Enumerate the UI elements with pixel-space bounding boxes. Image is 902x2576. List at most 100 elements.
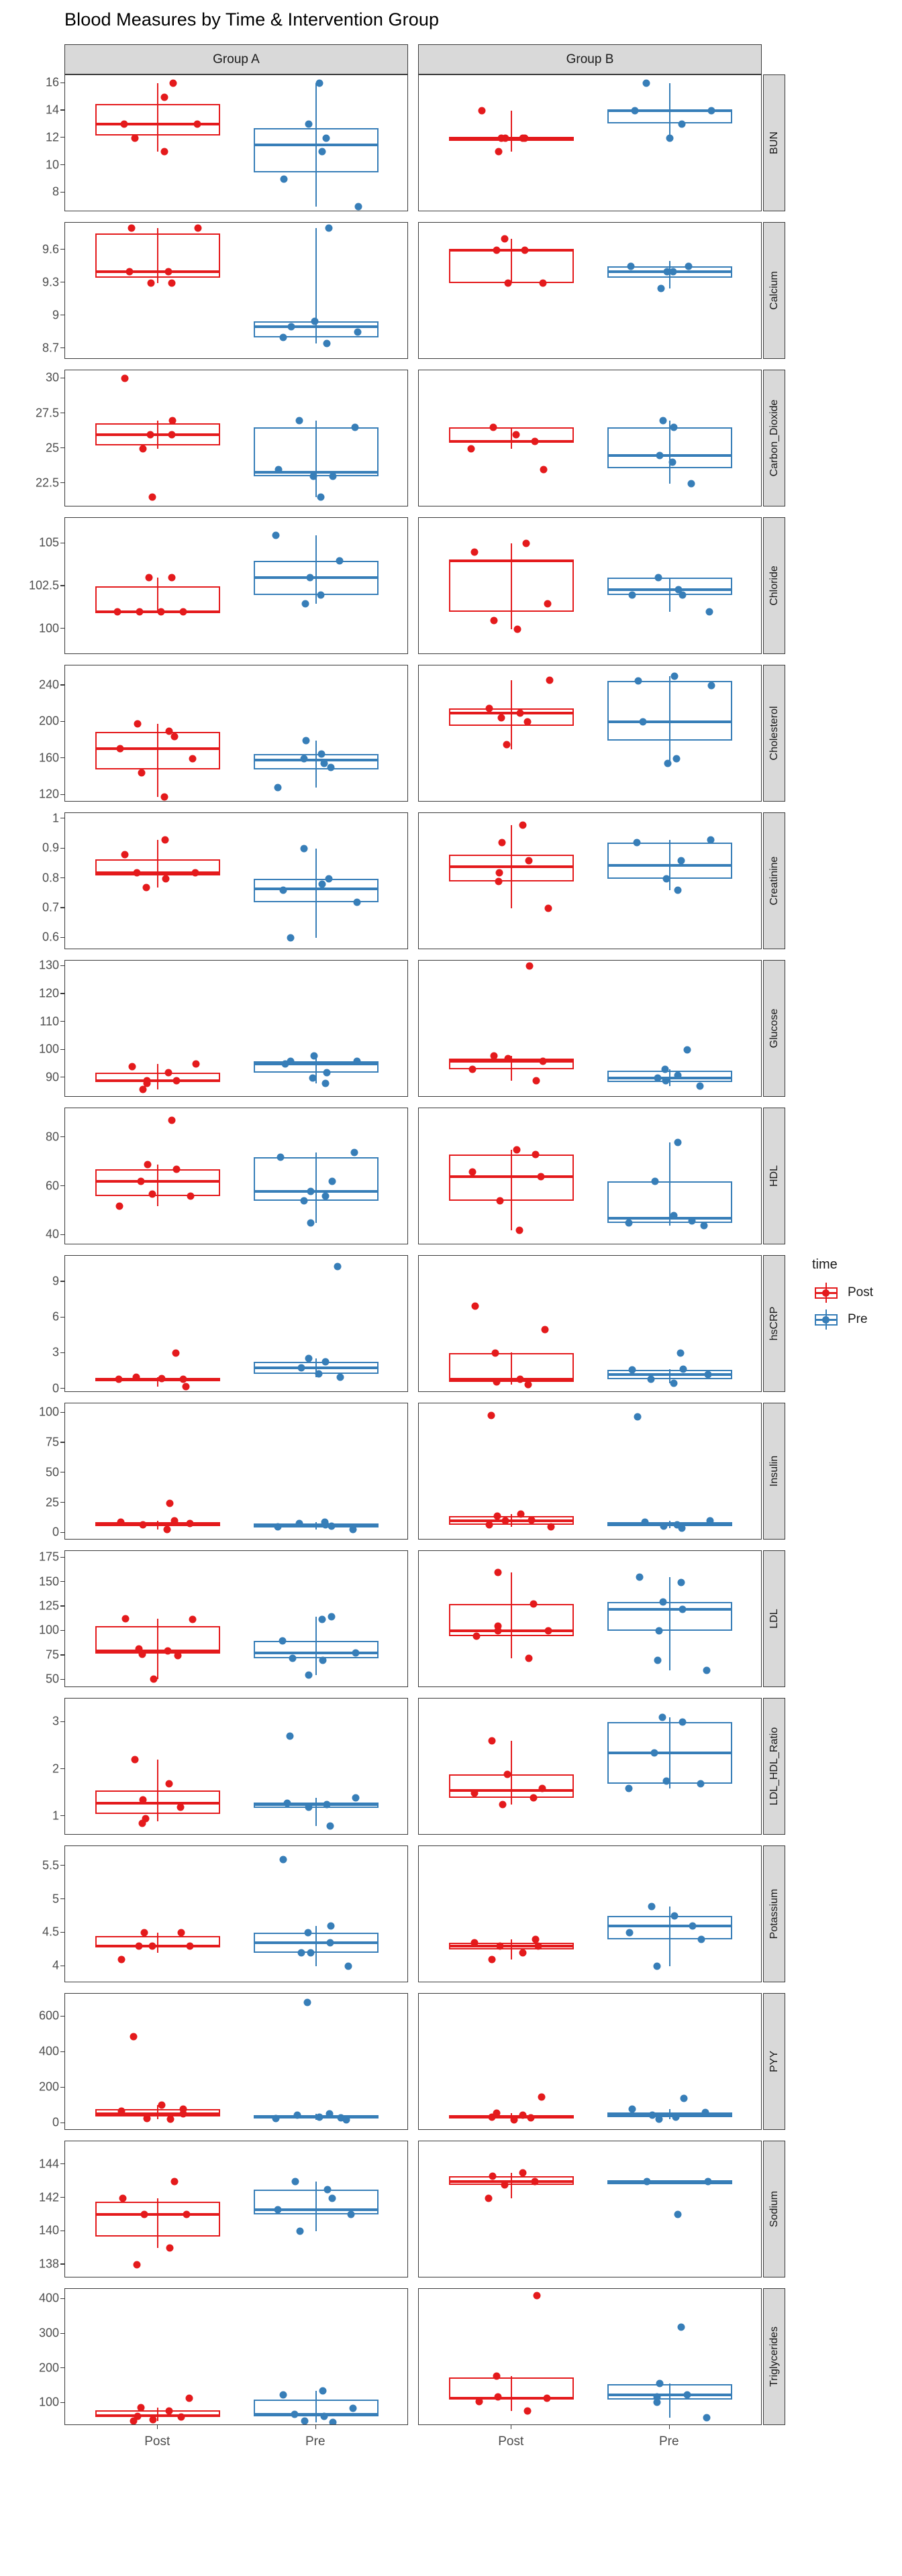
facet-panel xyxy=(64,2141,408,2277)
facet-panel xyxy=(64,1550,408,1687)
y-axis-tick-label: 80 xyxy=(45,1130,59,1144)
data-point xyxy=(130,2417,138,2424)
data-point xyxy=(327,763,335,771)
data-point xyxy=(670,1379,678,1387)
y-axis-tick-mark xyxy=(60,1532,64,1533)
legend-label: Pre xyxy=(848,1312,868,1326)
legend-key-icon xyxy=(812,1282,840,1303)
data-point xyxy=(628,1366,636,1374)
data-point xyxy=(158,2101,166,2109)
data-point xyxy=(470,1789,479,1797)
y-axis-tick-label: 25 xyxy=(45,1495,59,1509)
data-point xyxy=(685,262,693,270)
y-axis-tick-label: 5.5 xyxy=(42,1858,59,1872)
box-rect xyxy=(253,753,379,770)
data-point xyxy=(493,1378,501,1386)
legend-item-post[interactable]: Post xyxy=(812,1281,873,1304)
data-point xyxy=(115,1375,123,1383)
data-point xyxy=(531,2178,539,2186)
facet-panel xyxy=(418,812,762,949)
data-point xyxy=(670,423,678,431)
data-point xyxy=(688,1217,696,1225)
box-median-line xyxy=(95,871,221,874)
y-axis-tick-label: 3 xyxy=(52,1345,59,1359)
y-axis-tick-label: 0 xyxy=(52,2115,59,2129)
box-whisker xyxy=(157,724,159,797)
box-rect xyxy=(449,1603,574,1636)
data-point xyxy=(117,2107,126,2115)
data-point xyxy=(140,1929,148,1937)
data-point xyxy=(503,1770,511,1778)
facet-panel xyxy=(64,1845,408,1982)
data-point xyxy=(174,1652,182,1660)
box-median-line xyxy=(253,888,379,891)
facet-strip-right-pyy: PYY xyxy=(763,1993,785,2130)
box-rect xyxy=(607,681,732,741)
data-point xyxy=(186,1519,194,1527)
data-point xyxy=(307,1187,315,1195)
data-point xyxy=(679,1718,687,1726)
data-point xyxy=(168,574,176,582)
data-point xyxy=(353,898,361,906)
box-whisker xyxy=(157,1618,159,1679)
data-point xyxy=(516,1375,524,1383)
data-point xyxy=(321,1521,330,1529)
y-axis-tick-label: 400 xyxy=(38,2291,59,2305)
data-point xyxy=(121,1615,130,1623)
facet-strip-right-hdl: HDL xyxy=(763,1108,785,1244)
data-point xyxy=(634,1413,642,1421)
data-point xyxy=(655,1627,663,1635)
data-point xyxy=(319,2387,326,2395)
y-axis-tick-mark xyxy=(60,2015,64,2017)
y-axis-tick-mark xyxy=(60,109,64,111)
data-point xyxy=(315,1370,323,1378)
data-point xyxy=(321,1358,330,1366)
data-point xyxy=(179,2105,187,2113)
data-point xyxy=(493,2372,501,2380)
facet-panel xyxy=(418,1255,762,1392)
box-median-line xyxy=(607,109,732,113)
legend-item-pre[interactable]: Pre xyxy=(812,1308,873,1331)
box-median-line xyxy=(607,1608,732,1611)
data-point xyxy=(648,1902,656,1911)
box-whisker xyxy=(157,1164,159,1206)
data-point xyxy=(139,1796,147,1804)
box-whisker xyxy=(315,1055,317,1084)
data-point xyxy=(544,600,552,607)
y-axis-tick-label: 130 xyxy=(38,958,59,972)
box-median-line xyxy=(607,720,732,724)
facet-panel xyxy=(64,1108,408,1244)
data-point xyxy=(657,284,665,292)
box-rect xyxy=(449,708,574,726)
box-whisker xyxy=(511,1741,513,1805)
data-point xyxy=(648,2111,656,2119)
facet-panel xyxy=(418,665,762,802)
data-point xyxy=(677,2323,685,2331)
data-point xyxy=(678,120,686,128)
y-axis-tick-label: 100 xyxy=(38,1623,59,1637)
data-point xyxy=(650,1749,658,1757)
data-point xyxy=(291,2178,299,2186)
y-axis-tick-label: 3 xyxy=(52,1714,59,1728)
data-point xyxy=(539,1057,547,1065)
data-point xyxy=(704,1371,712,1379)
facet-panel xyxy=(64,665,408,802)
data-point xyxy=(326,1822,334,1830)
box-whisker xyxy=(511,1939,513,1960)
y-axis-tick-label: 0.8 xyxy=(42,871,59,885)
data-point xyxy=(143,1079,151,1087)
box-median-line xyxy=(607,1373,732,1377)
box-median-line xyxy=(253,1366,379,1369)
y-axis-tick-mark xyxy=(60,907,64,908)
data-point xyxy=(537,1173,545,1181)
data-point xyxy=(697,1935,705,1943)
page-title: Blood Measures by Time & Intervention Gr… xyxy=(64,9,440,30)
y-axis-tick-mark xyxy=(60,1388,64,1389)
box-median-line xyxy=(253,1941,379,1945)
data-point xyxy=(134,720,142,728)
data-point xyxy=(519,1949,527,1957)
y-axis-tick-label: 150 xyxy=(38,1574,59,1589)
data-point xyxy=(295,1519,303,1527)
box-rect xyxy=(607,1181,732,1224)
y-axis-tick-mark xyxy=(60,794,64,795)
